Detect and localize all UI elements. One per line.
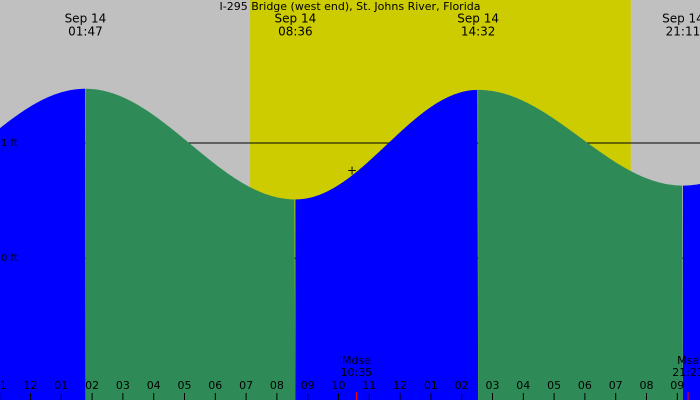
- extreme-date: Sep 14: [65, 12, 107, 26]
- extreme-date: Sep 14: [457, 12, 499, 26]
- moon-label: Mdse: [342, 354, 371, 367]
- extreme-time: 21:11: [666, 25, 700, 39]
- rising-tide-area: [295, 89, 479, 400]
- moon-time: 10:35: [341, 366, 373, 379]
- hour-label: 05: [547, 379, 561, 392]
- hour-label: 02: [85, 379, 99, 392]
- extreme-date: Sep 14: [275, 12, 317, 26]
- hour-label: 02: [455, 379, 469, 392]
- hour-label: 09: [670, 379, 684, 392]
- hour-label: 06: [208, 379, 222, 392]
- hour-label: 11: [362, 379, 376, 392]
- hour-label: 08: [270, 379, 284, 392]
- hour-label: 07: [609, 379, 623, 392]
- hour-label: 08: [640, 379, 654, 392]
- y-tick-label: 1 ft: [1, 138, 18, 149]
- hour-label: 10: [332, 379, 346, 392]
- falling-tide-area: [85, 88, 296, 400]
- moon-time: 21:21: [672, 366, 700, 379]
- chart-title: I-295 Bridge (west end), St. Johns River…: [219, 0, 480, 13]
- moon-label: Msa: [677, 354, 699, 367]
- hour-label: 01: [54, 379, 68, 392]
- hour-label: 01: [424, 379, 438, 392]
- hour-label: 09: [301, 379, 315, 392]
- extreme-time: 14:32: [461, 25, 496, 39]
- extreme-time: 08:36: [278, 25, 313, 39]
- crosshair: +: [347, 164, 357, 178]
- extreme-date: Sep 14: [662, 12, 700, 26]
- hour-label: 12: [24, 379, 38, 392]
- hour-label: 06: [578, 379, 592, 392]
- hour-label: 12: [393, 379, 407, 392]
- hour-label: 04: [147, 379, 161, 392]
- hour-label: 03: [486, 379, 500, 392]
- hour-label: 04: [516, 379, 530, 392]
- rising-tide-area: [0, 88, 86, 400]
- y-tick-label: 0 ft: [1, 253, 18, 264]
- hour-label: 07: [239, 379, 253, 392]
- falling-tide-area: [478, 89, 683, 400]
- hour-label: 03: [116, 379, 130, 392]
- hour-label: 11: [0, 379, 7, 392]
- hour-label: 05: [178, 379, 192, 392]
- extreme-time: 01:47: [68, 25, 103, 39]
- rising-tide-area: [682, 183, 700, 400]
